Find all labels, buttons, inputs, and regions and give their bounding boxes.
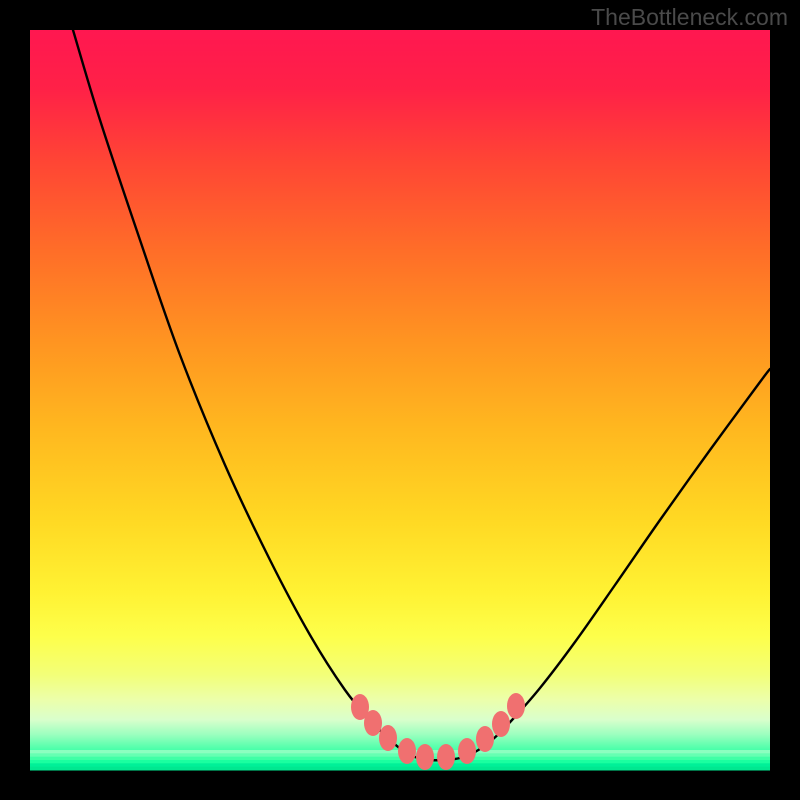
chart-frame: TheBottleneck.com	[0, 0, 800, 800]
watermark-text: TheBottleneck.com	[591, 4, 788, 31]
bottleneck-chart	[0, 0, 800, 800]
